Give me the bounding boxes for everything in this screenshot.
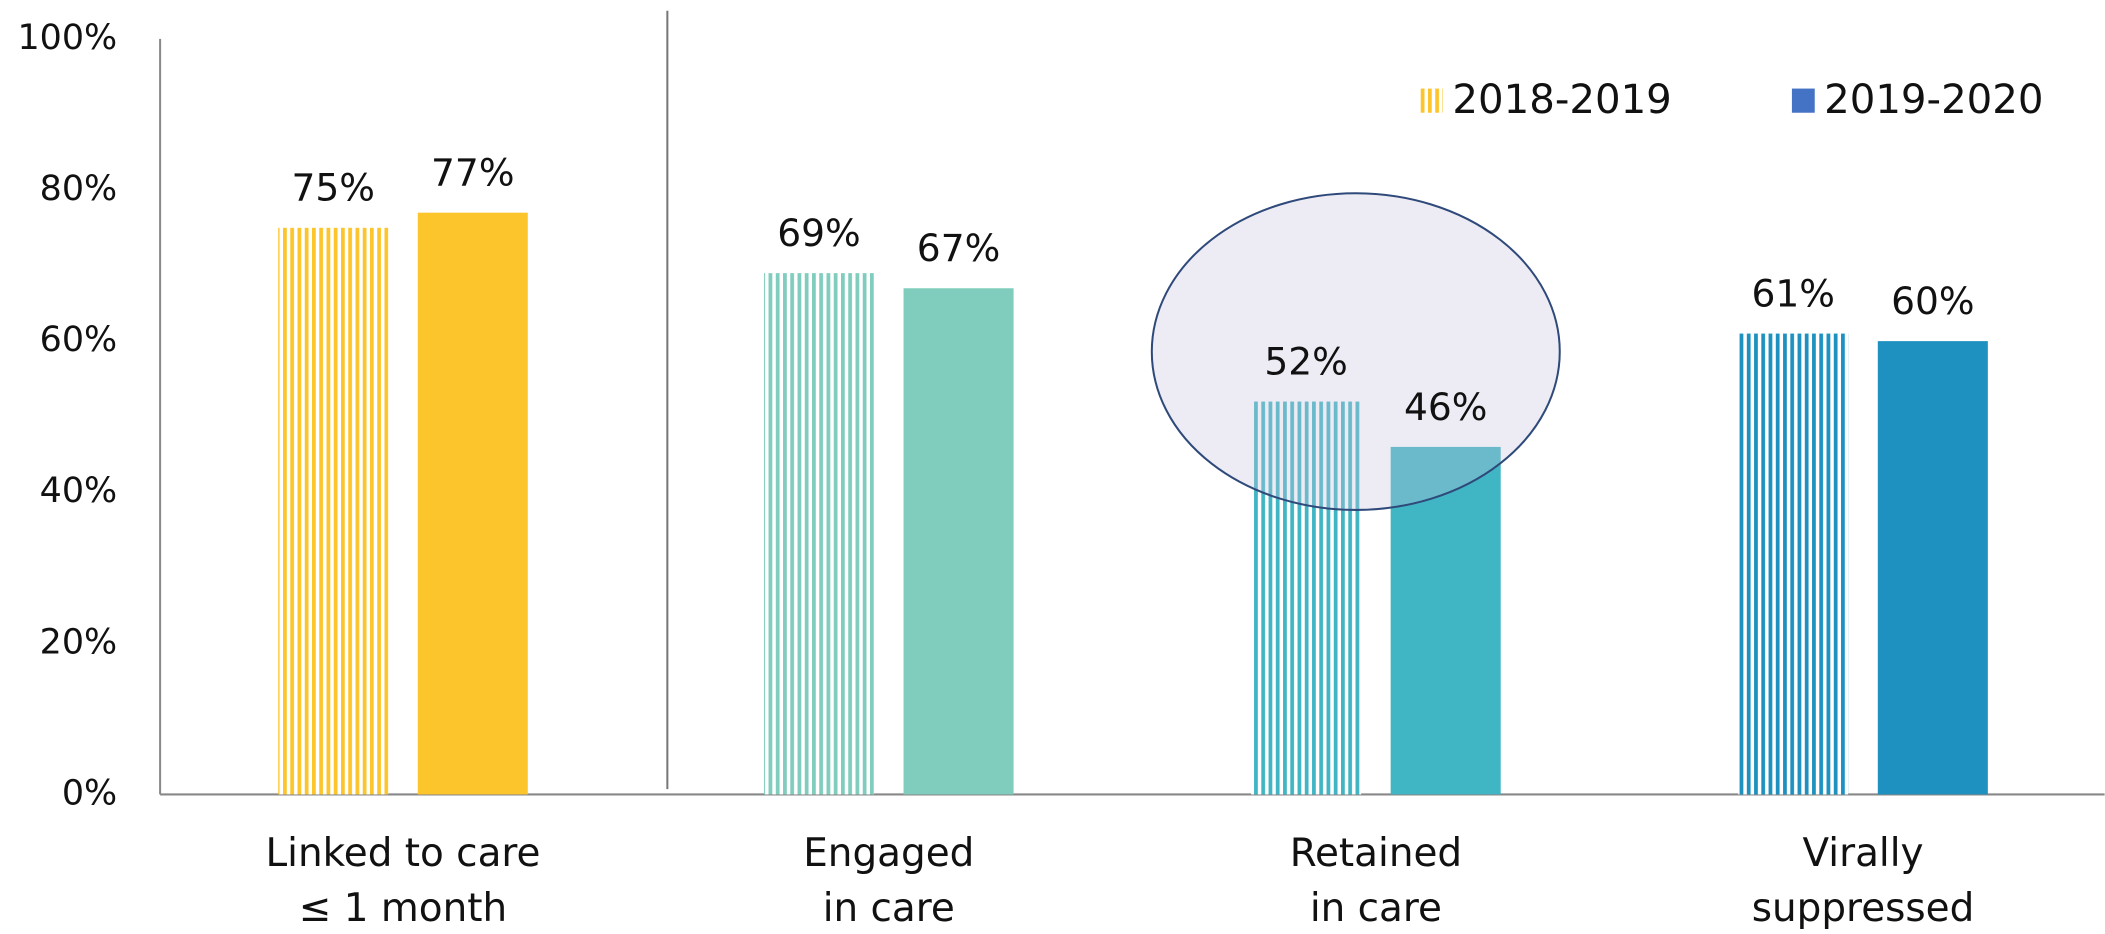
- legend-label: 2019-2020: [1824, 77, 2043, 123]
- value-label: 77%: [431, 151, 514, 195]
- y-tick-label: 0%: [62, 773, 117, 813]
- y-tick-label: 40%: [40, 471, 118, 511]
- x-tick-label: Engaged in care: [803, 830, 974, 930]
- x-tick-label: Virally suppressed: [1752, 830, 1975, 930]
- bars: [278, 212, 1988, 795]
- bar: [278, 227, 389, 795]
- highlight-ellipse: [1150, 192, 1561, 511]
- value-label: 52%: [1264, 339, 1348, 383]
- y-tick-label: 80%: [40, 169, 118, 209]
- legend-swatch: [1420, 88, 1444, 113]
- bar: [417, 212, 528, 795]
- value-label: 61%: [1752, 271, 1835, 315]
- value-label: 60%: [1891, 279, 1974, 323]
- y-tick-label: 100%: [17, 18, 117, 58]
- y-tick-label: 20%: [40, 622, 118, 662]
- bar: [763, 273, 875, 795]
- bar: [903, 288, 1014, 795]
- x-tick-label: Linked to care ≤ 1 month: [265, 830, 540, 930]
- value-label: 75%: [291, 166, 375, 210]
- value-label: 46%: [1404, 385, 1488, 429]
- bar: [1251, 401, 1362, 795]
- value-label: 69%: [777, 211, 861, 255]
- x-tick-label: Retained in care: [1290, 830, 1462, 930]
- labels: 0% 20% 40% 60% 80% 100% 75% 77% Linked to care ≤ …: [17, 18, 2043, 930]
- y-tick-label: 60%: [40, 320, 118, 360]
- legend-label: 2018-2019: [1452, 77, 1671, 123]
- legend-swatch: [1791, 88, 1815, 113]
- value-label: 67%: [917, 226, 1001, 270]
- bar: [1738, 333, 1849, 795]
- bar: [1877, 341, 1988, 795]
